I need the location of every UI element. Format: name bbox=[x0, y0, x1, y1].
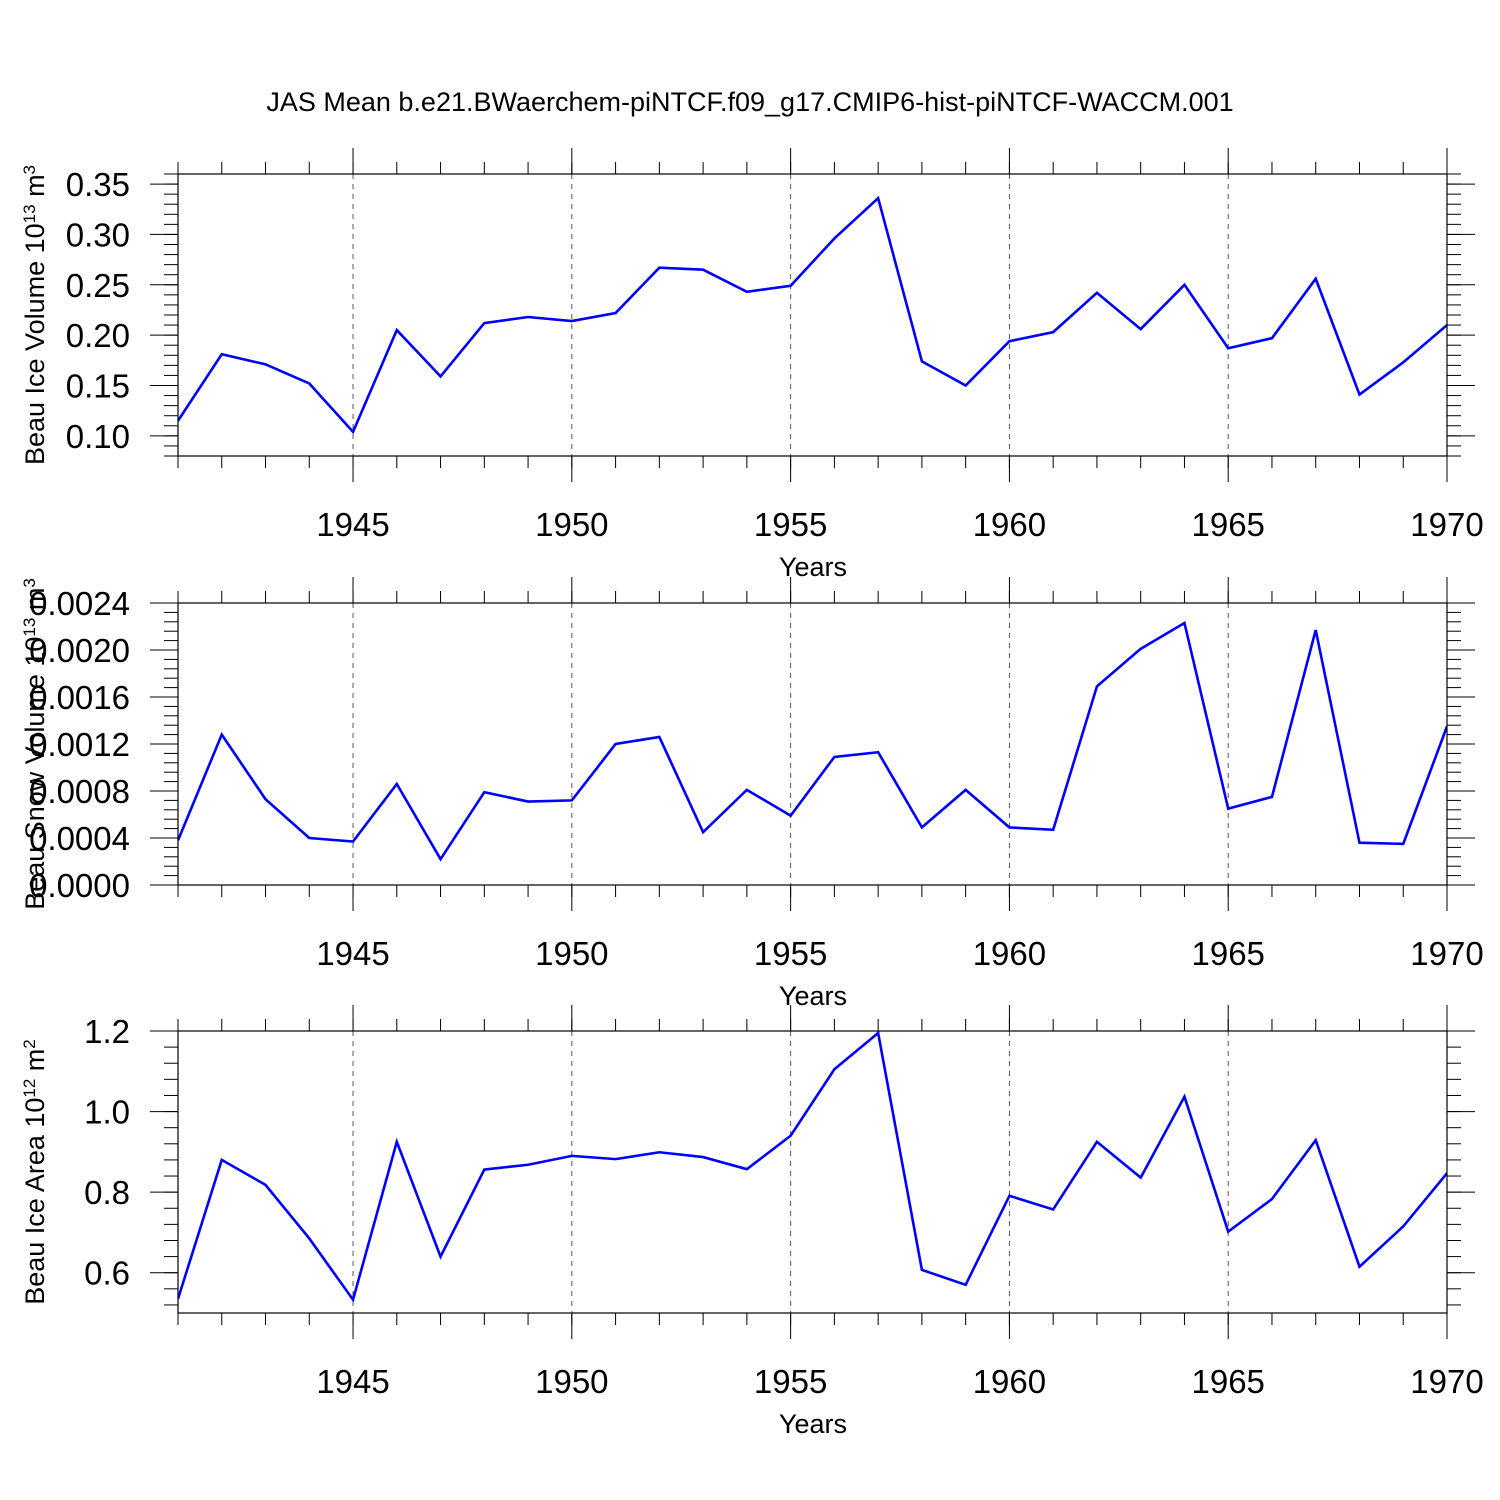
x-tick-label: 1965 bbox=[1191, 506, 1264, 543]
x-tick-label: 1960 bbox=[973, 506, 1046, 543]
panel-3: 0.6 0.8 1.0 1.2 1945 1950 1955 1960 1965 1970 Year… bbox=[20, 1005, 1484, 1439]
y-tick-label: 0.8 bbox=[84, 1174, 130, 1211]
plot-frame bbox=[177, 1030, 1448, 1314]
y-tick-label: 1.0 bbox=[84, 1094, 130, 1131]
y-axis-label: Beau Ice Area 1012 m2 bbox=[20, 1039, 51, 1305]
data-series-line bbox=[178, 1031, 1447, 1303]
data-series-line bbox=[178, 195, 1447, 435]
y-tick-label: 0.0008 bbox=[29, 773, 130, 810]
x-tick-label: 1955 bbox=[754, 1363, 827, 1400]
y-tick-label: 1.2 bbox=[84, 1013, 130, 1050]
x-tick-label: 1950 bbox=[535, 506, 608, 543]
y-tick-label: 0.0004 bbox=[29, 820, 130, 857]
x-axis-label: Years bbox=[779, 1409, 847, 1439]
panel-1: 0.10 0.15 0.20 0.25 0.30 0.35 1945 1950 1955 1960… bbox=[20, 148, 1484, 582]
x-tick-label: 1945 bbox=[316, 935, 389, 972]
x-tick-label: 1955 bbox=[754, 935, 827, 972]
y-axis-label-superscript: 2 bbox=[20, 1039, 39, 1048]
y-axis-label-superscript: 3 bbox=[20, 578, 39, 587]
y-axis-label-text: Beau Snow Volume 10 bbox=[20, 637, 50, 910]
y-axis-label-superscript: 13 bbox=[20, 618, 39, 637]
chart-title: JAS Mean b.e21.BWaerchem-piNTCF.f09_g17.… bbox=[266, 87, 1233, 117]
y-tick-label: 0.0012 bbox=[29, 726, 130, 763]
panel-2: 0.0000 0.0004 0.0008 0.0012 0.0016 0.0020 0.00… bbox=[20, 577, 1484, 1011]
x-axis-label: Years bbox=[779, 981, 847, 1011]
x-tick-label: 1950 bbox=[535, 1363, 608, 1400]
x-tick-label: 1970 bbox=[1410, 935, 1483, 972]
y-axis-label-text: m bbox=[20, 588, 50, 618]
y-tick-label: 0.10 bbox=[66, 418, 130, 455]
y-tick-label: 0.20 bbox=[66, 317, 130, 354]
x-tick-label: 1945 bbox=[316, 506, 389, 543]
plot-frame bbox=[177, 602, 1448, 886]
x-tick-label: 1970 bbox=[1410, 506, 1483, 543]
x-tick-label: 1945 bbox=[316, 1363, 389, 1400]
x-tick-label: 1955 bbox=[754, 506, 827, 543]
y-tick-label: 0.35 bbox=[66, 166, 130, 203]
y-tick-label: 0.15 bbox=[66, 368, 130, 405]
plot-frame bbox=[177, 173, 1448, 457]
y-axis-label-text: Beau Ice Area 10 bbox=[20, 1098, 50, 1305]
x-tick-label: 1965 bbox=[1191, 935, 1264, 972]
y-tick-label: 0.0020 bbox=[29, 632, 130, 669]
y-tick-label: 0.25 bbox=[66, 267, 130, 304]
y-axis-label-text: m bbox=[20, 174, 50, 204]
data-series-line bbox=[178, 620, 1447, 862]
x-axis-label: Years bbox=[779, 552, 847, 582]
x-tick-label: 1965 bbox=[1191, 1363, 1264, 1400]
y-tick-label: 0.0016 bbox=[29, 679, 130, 716]
y-axis-label-superscript: 3 bbox=[20, 165, 39, 174]
y-tick-label: 0.0000 bbox=[29, 867, 130, 904]
x-tick-label: 1950 bbox=[535, 935, 608, 972]
panels: 0.10 0.15 0.20 0.25 0.30 0.35 1945 1950 1955 1960… bbox=[20, 148, 1484, 1439]
y-tick-label: 0.30 bbox=[66, 216, 130, 253]
y-axis-label-superscript: 12 bbox=[20, 1079, 39, 1098]
y-axis-label-superscript: 13 bbox=[20, 204, 39, 223]
y-axis-label-text: m bbox=[20, 1049, 50, 1079]
y-axis-label: Beau Snow Volume 1013 m3 bbox=[20, 578, 51, 910]
y-tick-label: 0.6 bbox=[84, 1255, 130, 1292]
x-tick-label: 1960 bbox=[973, 1363, 1046, 1400]
y-tick-label: 0.0024 bbox=[29, 585, 130, 622]
x-tick-label: 1960 bbox=[973, 935, 1046, 972]
y-axis-label-text: Beau Ice Volume 10 bbox=[20, 223, 50, 465]
y-axis-label: Beau Ice Volume 1013 m3 bbox=[20, 165, 51, 465]
x-tick-label: 1970 bbox=[1410, 1363, 1483, 1400]
